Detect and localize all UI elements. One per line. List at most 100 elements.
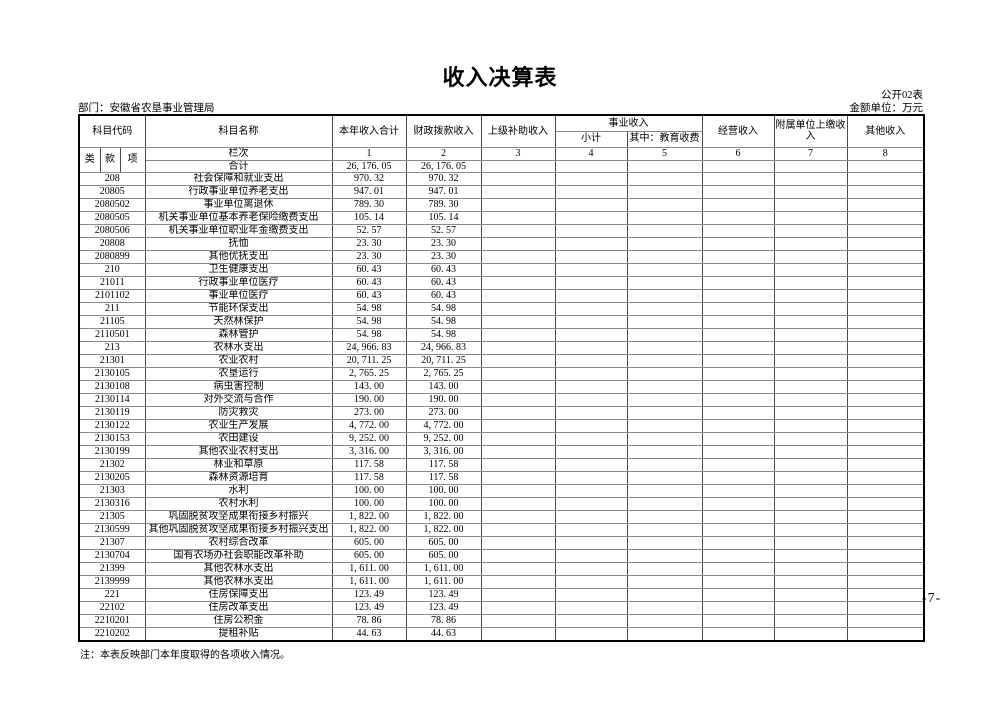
cell-fiscal-income: 1, 611. 00 <box>405 562 482 576</box>
cell-education-fee <box>626 471 703 485</box>
cell-other-income <box>846 562 925 576</box>
cell-total-income: 143. 00 <box>331 380 407 394</box>
cell-education-fee <box>626 549 703 563</box>
cell-operating-income <box>701 198 775 212</box>
cell-total-income: 4, 772. 00 <box>331 419 407 433</box>
table-row: 2139999 其他农林水支出 1, 611. 00 1, 611. 00 <box>78 575 925 589</box>
cell-operating-income <box>701 614 775 628</box>
cell-business-subtotal <box>554 601 628 615</box>
cell-operating-income <box>701 380 775 394</box>
cell-operating-income <box>701 497 775 511</box>
table-row: 21301 农业农村 20, 711. 25 20, 711. 25 <box>78 354 925 368</box>
cell-affiliated-income <box>773 575 848 589</box>
cell-other-income <box>846 419 925 433</box>
cell-subject-name: 农业生产发展 <box>144 419 333 433</box>
cell-subject-name: 林业和草原 <box>144 458 333 472</box>
form-code-label: 公开02表 <box>881 90 923 101</box>
cell-superior-income <box>480 523 556 537</box>
cell-operating-income <box>701 588 775 602</box>
cell-education-fee <box>626 380 703 394</box>
header-other-income: 其他收入 <box>846 114 925 148</box>
cell-fiscal-income: 54. 98 <box>405 302 482 316</box>
cell-subject-code: 2130205 <box>78 471 146 485</box>
cell-subject-name: 机关事业单位职业年金缴费支出 <box>144 224 333 238</box>
cell-operating-income <box>701 575 775 589</box>
cell-operating-income <box>701 549 775 563</box>
cell-education-fee <box>626 276 703 290</box>
cell-affiliated-income <box>773 406 848 420</box>
cell-subject-code: 2130704 <box>78 549 146 563</box>
cell-fiscal-income: 2, 765. 25 <box>405 367 482 381</box>
cell-other-income <box>846 328 925 342</box>
cell-subject-code: 2130119 <box>78 406 146 420</box>
cell-business-subtotal <box>554 185 628 199</box>
header-operating-income: 经营收入 <box>701 114 775 148</box>
cell-superior-income <box>480 432 556 446</box>
cell-subject-code: 2210201 <box>78 614 146 628</box>
cell-subject-code: 2130599 <box>78 523 146 537</box>
cell-subject-name: 提租补贴 <box>144 627 333 641</box>
header-business-subtotal: 小计 <box>554 130 628 148</box>
cell-superior-income <box>480 367 556 381</box>
header-fiscal-income: 财政拨款收入 <box>405 114 482 148</box>
cell-superior-income <box>480 341 556 355</box>
cell-subject-code: 2210202 <box>78 627 146 641</box>
cell-subject-code: 2130153 <box>78 432 146 446</box>
cell-subject-code: 2130114 <box>78 393 146 407</box>
cell-fiscal-income: 605. 00 <box>405 549 482 563</box>
cell-other-income <box>846 549 925 563</box>
table-row: 20805 行政事业单位养老支出 947. 01 947. 01 <box>78 185 925 199</box>
cell-affiliated-income <box>773 211 848 225</box>
table-row: 22102 住房改革支出 123. 49 123. 49 <box>78 601 925 615</box>
cell-subject-code: 21302 <box>78 458 146 472</box>
cell-business-subtotal <box>554 549 628 563</box>
income-table-wrap: 科目代码 科目名称 本年收入合计 财政拨款收入 上级补助收入 事业收入 经营收入… <box>78 114 926 642</box>
cell-operating-income <box>701 276 775 290</box>
cell-subject-code: 211 <box>78 302 146 316</box>
cell-subject-code: 2080506 <box>78 224 146 238</box>
cell-superior-income <box>480 445 556 459</box>
cell-business-subtotal <box>554 198 628 212</box>
cell-business-subtotal <box>554 536 628 550</box>
table-row: 2130119 防灾救灾 273. 00 273. 00 <box>78 406 925 420</box>
table-row: 2130316 农村水利 100. 00 100. 00 <box>78 497 925 511</box>
cell-other-income <box>846 263 925 277</box>
cell-affiliated-income <box>773 328 848 342</box>
cell-business-subtotal <box>554 588 628 602</box>
cell-subject-code: 2101102 <box>78 289 146 303</box>
table-row: 2101102 事业单位医疗 60. 43 60. 43 <box>78 289 925 303</box>
table-row: 221 住房保障支出 123. 49 123. 49 <box>78 588 925 602</box>
cell-affiliated-income <box>773 536 848 550</box>
cell-subject-code: 2130316 <box>78 497 146 511</box>
cell-fiscal-income: 100. 00 <box>405 497 482 511</box>
cell-affiliated-income <box>773 458 848 472</box>
cell-subject-name: 节能环保支出 <box>144 302 333 316</box>
table-row: 2080502 事业单位离退休 789. 30 789. 30 <box>78 198 925 212</box>
cell-subject-code: 2130122 <box>78 419 146 433</box>
total-row-total-income: 26, 176. 05 <box>331 159 407 173</box>
cell-subject-name: 抚恤 <box>144 237 333 251</box>
total-row-label: 合计 <box>144 159 333 173</box>
cell-fiscal-income: 20, 711. 25 <box>405 354 482 368</box>
cell-education-fee <box>626 341 703 355</box>
header-total-income: 本年收入合计 <box>331 114 407 148</box>
cell-fiscal-income: 970. 32 <box>405 172 482 186</box>
table-row: 2130108 病虫害控制 143. 00 143. 00 <box>78 380 925 394</box>
cell-other-income <box>846 354 925 368</box>
cell-subject-code: 21399 <box>78 562 146 576</box>
cell-business-subtotal <box>554 341 628 355</box>
cell-fiscal-income: 143. 00 <box>405 380 482 394</box>
cell-business-subtotal <box>554 406 628 420</box>
cell-superior-income <box>480 315 556 329</box>
cell-subject-name: 农垦运行 <box>144 367 333 381</box>
cell-subject-code: 210 <box>78 263 146 277</box>
income-table: 科目代码 科目名称 本年收入合计 财政拨款收入 上级补助收入 事业收入 经营收入… <box>78 114 926 642</box>
cell-subject-code: 21301 <box>78 354 146 368</box>
table-row: 213 农林水支出 24, 966. 83 24, 966. 83 <box>78 341 925 355</box>
cell-other-income <box>846 211 925 225</box>
cell-education-fee <box>626 523 703 537</box>
header-education-fee: 其中：教育收费 <box>626 130 703 148</box>
cell-fiscal-income: 23. 30 <box>405 250 482 264</box>
cell-other-income <box>846 627 925 641</box>
